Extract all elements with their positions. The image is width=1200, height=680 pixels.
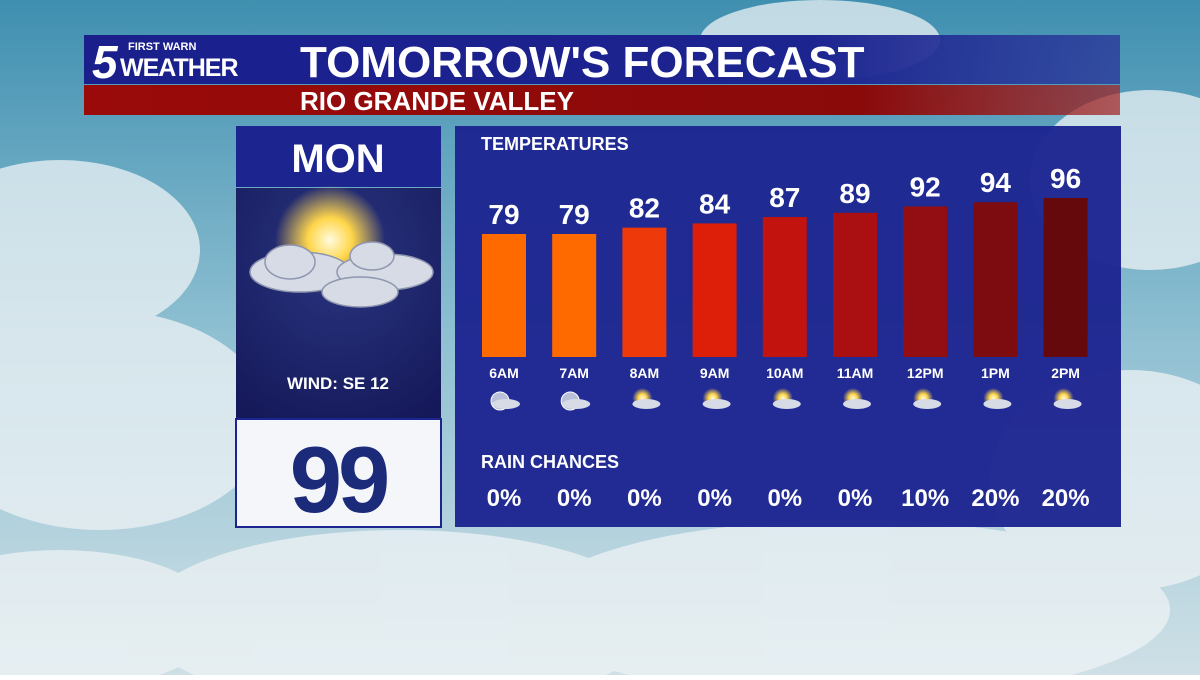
x-tick-label: 10AM	[766, 365, 803, 381]
partly-cloudy-icon	[249, 185, 434, 308]
x-tick-label: 6AM	[489, 365, 519, 381]
rain-chance: 0%	[697, 485, 732, 512]
hour-icon	[560, 391, 591, 411]
bar	[1043, 197, 1088, 357]
bar	[552, 234, 597, 357]
bar	[692, 223, 737, 357]
x-tick-label: 11AM	[837, 365, 874, 381]
rain-title: RAIN CHANCES	[481, 452, 619, 472]
value-label: 96	[1050, 163, 1081, 194]
cloud	[492, 399, 520, 409]
x-tick-label: 12PM	[907, 365, 944, 381]
cloud	[843, 399, 871, 409]
value-label: 89	[839, 178, 870, 209]
rain-chance: 20%	[971, 485, 1019, 512]
hour-icon	[843, 388, 871, 409]
day: MON	[291, 137, 384, 181]
logo-bottom: WEATHER	[120, 54, 238, 82]
logo-number: 5	[92, 36, 119, 88]
value-label: 92	[910, 171, 941, 202]
hour-icon	[490, 391, 520, 411]
cloud	[702, 399, 731, 409]
rain-chance: 0%	[627, 485, 662, 512]
bar	[973, 202, 1018, 357]
x-tick-label: 9AM	[700, 365, 730, 381]
title: TOMORROW'S FORECAST	[300, 38, 865, 87]
rain-chance: 0%	[557, 485, 592, 512]
hour-icon	[1053, 388, 1082, 409]
bar	[482, 234, 526, 357]
hour-icon	[772, 388, 801, 409]
value-label: 87	[769, 182, 800, 213]
subtitle: RIO GRANDE VALLEY	[300, 86, 574, 116]
header-bar	[84, 35, 1120, 84]
value-label: 79	[559, 199, 590, 230]
rain-chance: 10%	[901, 485, 949, 512]
bar	[622, 227, 667, 357]
cloud	[632, 399, 661, 409]
bar	[903, 206, 948, 357]
x-tick-label: 8AM	[630, 365, 660, 381]
rain-chance: 0%	[767, 485, 802, 512]
hour-icon	[632, 388, 661, 409]
chart-title: TEMPERATURES	[481, 134, 629, 154]
cloud	[1053, 399, 1082, 409]
value-label: 82	[629, 193, 660, 224]
cloud	[772, 399, 801, 409]
rain-chance: 20%	[1042, 485, 1090, 512]
high-box	[235, 418, 442, 528]
x-tick-label: 7AM	[559, 365, 589, 381]
bar	[762, 217, 807, 357]
day-box	[236, 126, 441, 187]
logo-top: FIRST WARN	[128, 41, 196, 53]
value-label: 84	[699, 188, 731, 219]
hour-icon	[983, 388, 1012, 409]
value-label: 79	[488, 199, 519, 230]
value-label: 94	[980, 167, 1012, 198]
cloud	[983, 399, 1012, 409]
rain-chance: 0%	[838, 485, 873, 512]
wind: WIND: SE 12	[287, 374, 389, 393]
x-tick-label: 2PM	[1051, 365, 1080, 381]
high-temperature: 99	[290, 427, 387, 532]
subtitle-bar	[84, 85, 1120, 115]
bar	[833, 212, 877, 357]
x-tick-label: 1PM	[981, 365, 1010, 381]
rain-chance: 0%	[487, 485, 522, 512]
hour-icon	[702, 388, 731, 409]
cloud	[562, 399, 591, 409]
hour-icon	[913, 388, 942, 409]
cloud	[913, 399, 942, 409]
